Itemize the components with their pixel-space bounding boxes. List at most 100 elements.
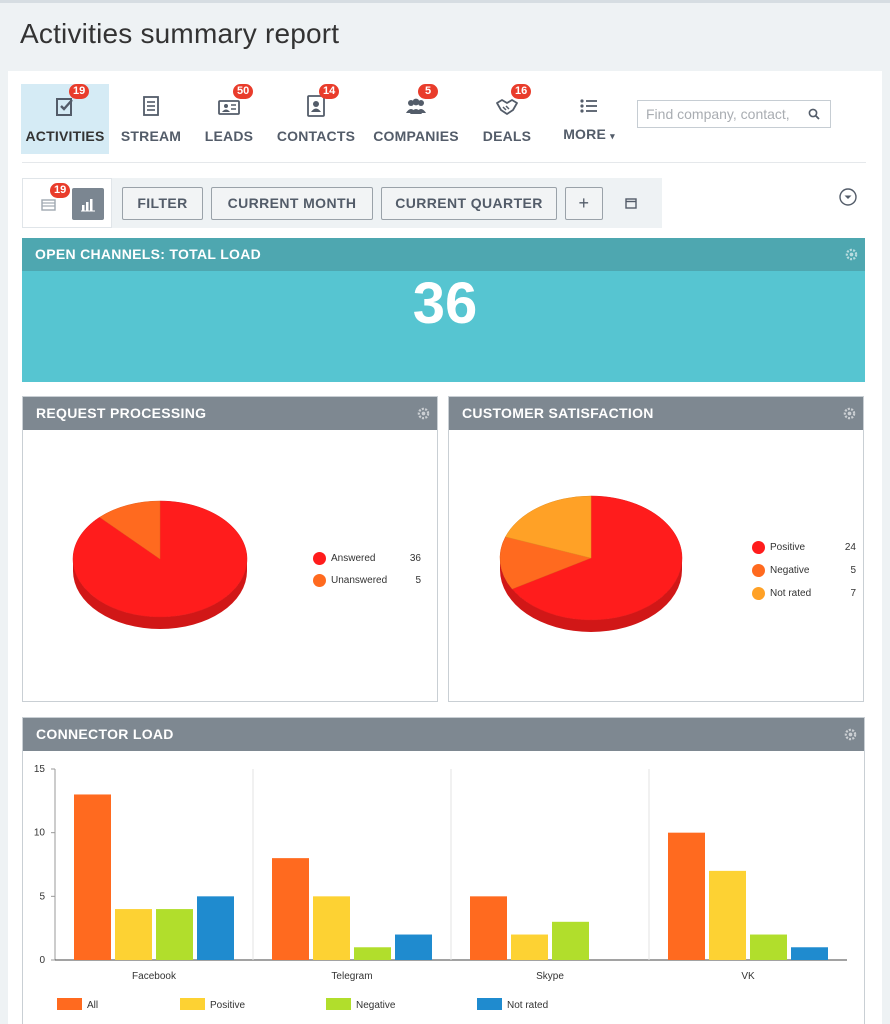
bar-facebook-all [74,794,111,960]
y-tick-label: 10 [34,828,46,839]
open-channels-value: 36 [412,271,478,336]
legend-label: Not rated [507,1000,548,1011]
legend-label: Unanswered [331,575,388,586]
contacts-badge: 14 [319,84,340,99]
legend-dot [752,564,765,577]
search-box [637,100,831,128]
more-icon [580,99,597,113]
legend-label: Not rated [770,588,812,599]
open-channels-header: OPEN CHANNELS: TOTAL LOAD [22,238,865,271]
bar-skype-negative [552,921,589,960]
x-tick-label: Facebook [132,971,177,982]
nav-leads-label: LEADS [204,128,254,144]
pie-side [500,558,682,632]
bar-chart-icon [81,199,95,212]
bar-telegram-positive [313,896,350,960]
legend-negative: Negative 5 [752,563,862,579]
gear-icon[interactable] [844,728,857,741]
legend-value: 5 [850,565,856,576]
list-view-button[interactable] [32,188,64,220]
legend-label: All [87,1000,98,1011]
open-channels-widget: OPEN CHANNELS: TOTAL LOAD [22,238,865,382]
bar-vk-all [668,832,705,960]
page-title: Activities summary report [20,18,340,49]
bar-telegram-all [272,858,309,960]
x-tick-label: Skype [536,971,564,982]
bar-vk-negative [750,934,787,960]
contacts-icon [307,95,325,117]
legend-positive: Positive 24 [752,540,862,556]
request-processing-pie [72,500,248,629]
bar-telegram-negative [354,947,391,960]
customer-satisfaction-pie [499,495,683,632]
chart-view-button[interactable] [72,188,104,220]
nav-more-label-wrap: MORE ▾ [556,126,622,142]
gear-icon[interactable] [417,407,430,420]
legend-value: 5 [415,575,421,586]
nav-divider [22,162,866,163]
bar-facebook-positive [115,909,152,960]
customer-satisfaction-widget: CUSTOMER SATISFACTION Positive 24 Negati… [448,396,864,702]
filter-button[interactable]: FILTER [122,187,203,220]
activities-badge: 19 [69,84,90,99]
view-switcher: 19 [22,178,112,228]
pie-slice-not-rated [505,495,592,559]
window-button[interactable] [620,193,642,215]
current-month-button[interactable]: CURRENT MONTH [211,187,373,220]
connector-load-widget: CONNECTOR LOAD 0 5 10 15 Facebook Telegram Sky… [22,717,865,1024]
nav-stream[interactable]: STREAM [113,84,189,154]
collapse-icon[interactable] [838,187,858,207]
bar-telegram-not-rated [395,934,432,960]
nav-more[interactable]: MORE ▾ [556,84,622,154]
search-input[interactable] [638,101,804,127]
nav-more-label: MORE [563,126,606,142]
request-processing-header: REQUEST PROCESSING [23,397,437,430]
connector-load-title: CONNECTOR LOAD [36,726,174,742]
nav-contacts[interactable]: 14 CONTACTS [272,84,360,154]
nav-activities-label: ACTIVITIES [25,128,105,144]
nav-deals[interactable]: 16 DEALS [474,84,540,154]
legend-dot [313,574,326,587]
legend-label: Positive [770,542,806,553]
legend-swatch [180,998,205,1010]
customer-satisfaction-header: CUSTOMER SATISFACTION [449,397,863,430]
legend-value: 36 [409,553,421,564]
connector-load-header: CONNECTOR LOAD [23,718,864,751]
deals-badge: 16 [511,84,532,99]
pie-slice-negative [499,536,592,590]
pie-slice-positive [511,495,683,621]
legend-label: Positive [210,1000,245,1011]
legend-answered: Answered 36 [313,551,433,567]
gear-icon[interactable] [845,248,858,261]
bar-skype-positive [511,934,548,960]
legend-unanswered: Unanswered 5 [313,573,433,589]
legend-not-rated: Not rated 7 [752,586,862,602]
legend-value: 24 [844,542,856,553]
current-quarter-button[interactable]: CURRENT QUARTER [381,187,557,220]
search-icon[interactable] [808,108,820,120]
legend-dot [752,541,765,554]
request-processing-title: REQUEST PROCESSING [36,405,207,421]
legend-label: Answered [331,553,376,564]
gear-icon[interactable] [843,407,856,420]
open-channels-title: OPEN CHANNELS: TOTAL LOAD [35,246,262,262]
deals-icon [496,99,518,115]
pie-slice-unanswered [99,500,161,560]
stream-icon [143,96,159,116]
nav-contacts-label: CONTACTS [276,128,356,144]
legend-swatch [57,998,82,1010]
leads-icon [218,100,240,115]
bar-vk-positive [709,870,746,960]
nav-companies[interactable]: 5 COMPANIES [368,84,464,154]
bar-facebook-not-rated [197,896,234,960]
bar-vk-not-rated [791,947,828,960]
bar-facebook-negative [156,909,193,960]
nav-leads[interactable]: 50 LEADS [196,84,262,154]
legend-label: Negative [356,1000,396,1011]
legend-label: Negative [770,565,810,576]
nav-activities[interactable]: 19 ACTIVITIES [21,84,109,154]
legend-dot [313,552,326,565]
add-filter-button[interactable]: + [565,187,603,220]
nav-companies-label: COMPANIES [373,128,459,144]
chevron-down-icon: ▾ [610,131,615,141]
